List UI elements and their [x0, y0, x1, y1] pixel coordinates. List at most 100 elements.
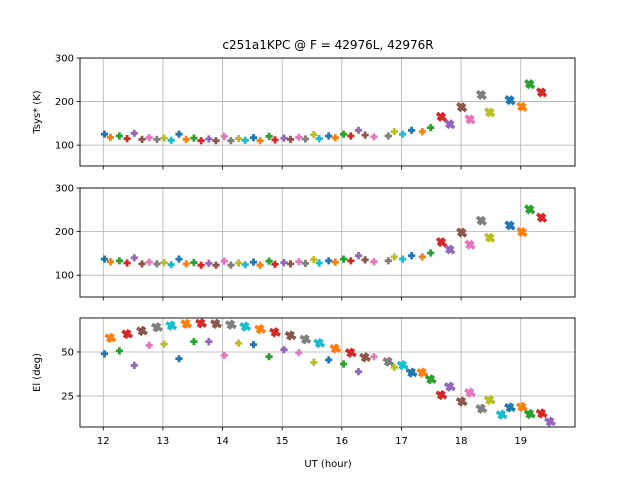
data-point — [167, 261, 175, 269]
data-point — [190, 134, 198, 142]
data-point — [130, 129, 138, 137]
data-point — [195, 318, 208, 329]
data-point — [254, 323, 267, 335]
data-point — [456, 227, 468, 238]
panel-elevation: 12 13 14 15 16 17 18 19 25 50 El (deg) — [32, 317, 576, 447]
data-point — [235, 339, 243, 347]
y-tick-label: 100 — [55, 141, 74, 152]
data-point — [475, 215, 488, 226]
data-point — [301, 135, 309, 143]
data-point — [384, 257, 392, 265]
data-point — [313, 338, 326, 349]
y-tick-label: 200 — [55, 97, 74, 108]
data-point — [354, 368, 363, 376]
data-point — [399, 130, 407, 138]
data-point — [280, 134, 288, 142]
data-point — [354, 126, 363, 134]
data-point — [382, 356, 395, 367]
data-point — [399, 255, 407, 263]
x-tick-label: 18 — [455, 436, 468, 447]
data-point — [220, 132, 228, 140]
y-tick-label: 50 — [61, 347, 74, 358]
y-tick-label: 100 — [55, 271, 74, 282]
data-point — [464, 387, 476, 398]
data-point — [390, 128, 398, 136]
data-point — [256, 261, 264, 269]
data-point — [504, 402, 516, 413]
data-point — [524, 78, 536, 90]
data-point — [484, 232, 496, 243]
y-axis-label: Tsys* (K) — [32, 90, 43, 134]
data-point — [100, 130, 109, 138]
data-point — [331, 134, 339, 142]
y-tick-label: 200 — [55, 227, 74, 238]
data-point — [175, 130, 183, 138]
data-point — [239, 321, 252, 332]
data-point — [315, 259, 323, 267]
data-point — [175, 255, 183, 263]
data-point — [100, 255, 109, 263]
data-point — [220, 351, 228, 359]
data-point — [106, 133, 114, 141]
data-point — [130, 254, 138, 262]
data-point — [361, 256, 369, 264]
data-point — [269, 327, 281, 338]
x-tick-label: 13 — [157, 436, 170, 447]
data-point — [249, 134, 258, 142]
data-point — [347, 257, 355, 265]
data-point — [295, 349, 303, 357]
data-point — [418, 253, 426, 261]
data-point — [435, 236, 448, 248]
data-point — [271, 260, 279, 268]
data-point — [516, 101, 528, 112]
y-tick-label: 300 — [55, 54, 74, 65]
data-point — [284, 330, 297, 341]
data-point — [224, 319, 237, 330]
data-point — [331, 258, 339, 266]
data-point — [295, 133, 303, 141]
data-point — [347, 132, 355, 140]
data-point — [138, 135, 146, 143]
data-point — [443, 381, 456, 392]
data-point — [418, 128, 426, 136]
data-point — [145, 341, 153, 349]
data-point — [516, 226, 528, 238]
data-point — [227, 261, 235, 269]
data-point — [212, 137, 220, 145]
data-point — [115, 347, 123, 355]
data-points — [100, 318, 556, 427]
x-tick-label: 15 — [276, 436, 289, 447]
data-point — [121, 328, 134, 340]
data-point — [160, 134, 168, 142]
data-point — [455, 396, 468, 407]
chart-title: c251a1KPC @ F = 42976L, 42976R — [222, 38, 433, 52]
axes-frame — [79, 57, 576, 167]
data-point — [271, 136, 279, 144]
data-point — [340, 360, 348, 368]
data-point — [504, 220, 516, 231]
data-point — [153, 135, 161, 143]
x-axis-label: UT (hour) — [304, 459, 351, 470]
panel-tsys-right: 100 200 300 — [55, 184, 576, 301]
data-point — [182, 260, 190, 268]
data-point — [235, 135, 243, 143]
data-point — [280, 346, 288, 354]
data-point — [301, 259, 309, 267]
data-points — [100, 78, 548, 145]
data-point — [435, 111, 448, 122]
data-point — [315, 135, 323, 143]
data-point — [310, 131, 318, 139]
data-point — [390, 363, 398, 371]
data-point — [182, 135, 190, 143]
data-point — [123, 135, 131, 143]
panel-tsys-left: 100 200 300 Tsys* (K) — [32, 54, 576, 170]
data-point — [241, 261, 249, 269]
x-tick-label: 17 — [395, 436, 408, 447]
data-point — [405, 367, 418, 378]
data-point — [130, 361, 138, 369]
data-point — [265, 132, 273, 140]
data-point — [344, 347, 357, 358]
data-point — [370, 258, 378, 266]
data-point — [220, 257, 228, 265]
data-point — [299, 334, 312, 345]
